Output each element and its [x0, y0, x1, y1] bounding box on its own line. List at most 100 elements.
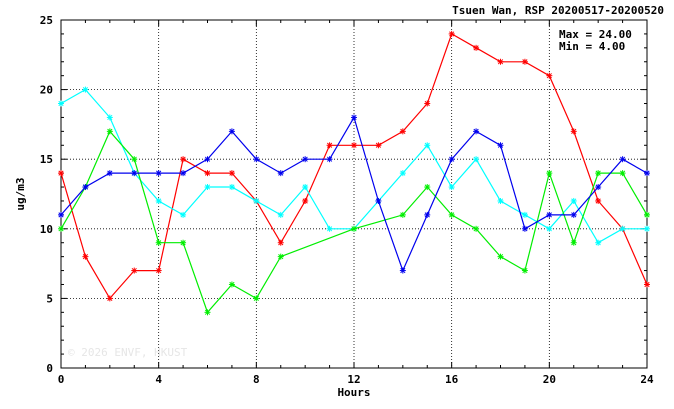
watermark: © 2026 ENVF, HKUST — [68, 346, 188, 359]
data-point — [448, 156, 455, 163]
y-tick-label: 20 — [40, 84, 53, 97]
data-point — [277, 170, 284, 177]
data-point — [521, 267, 528, 274]
data-point — [595, 239, 602, 246]
data-point — [546, 72, 553, 79]
data-point — [424, 100, 431, 107]
data-point — [448, 211, 455, 218]
data-point — [399, 267, 406, 274]
data-point — [399, 211, 406, 218]
data-point — [375, 142, 382, 149]
data-point — [595, 184, 602, 191]
x-tick-label: 4 — [155, 373, 162, 386]
data-point — [302, 184, 309, 191]
x-tick-label: 8 — [253, 373, 260, 386]
x-tick-label: 16 — [445, 373, 459, 386]
data-point — [58, 100, 64, 107]
data-point — [399, 128, 406, 135]
data-point — [131, 170, 138, 177]
data-point — [644, 225, 650, 232]
data-point — [302, 156, 309, 163]
data-point — [497, 253, 504, 260]
x-tick-label: 20 — [543, 373, 556, 386]
data-point — [570, 128, 577, 135]
data-point — [106, 128, 113, 135]
data-point — [204, 184, 211, 191]
data-point — [277, 253, 284, 260]
data-point — [497, 197, 504, 204]
data-point — [644, 170, 650, 177]
data-point — [644, 211, 650, 218]
data-point — [180, 211, 187, 218]
series-line-3 — [60, 130, 648, 314]
data-point — [351, 225, 357, 232]
data-point — [253, 295, 260, 302]
data-point — [619, 156, 626, 163]
data-point — [58, 225, 64, 232]
data-point — [521, 225, 528, 232]
data-point — [351, 142, 357, 149]
data-point — [619, 170, 626, 177]
data-point — [253, 197, 260, 204]
data-point — [570, 239, 577, 246]
data-point — [521, 58, 528, 65]
data-point — [228, 184, 235, 191]
data-point — [448, 184, 455, 191]
data-point — [497, 142, 504, 149]
data-point — [277, 211, 284, 218]
data-point — [277, 239, 284, 246]
axis-ticks: 0 4 8 12 16 20 24 0 5 10 15 20 25 — [40, 14, 654, 386]
data-point — [155, 170, 162, 177]
y-tick-label: 0 — [46, 362, 53, 375]
data-point — [546, 225, 553, 232]
data-point — [399, 170, 406, 177]
min-label: Min = 4.00 — [559, 40, 625, 53]
data-point — [82, 184, 89, 191]
data-point — [106, 114, 113, 121]
data-point — [131, 156, 138, 163]
data-point — [155, 197, 162, 204]
data-point — [155, 239, 162, 246]
y-tick-label: 5 — [46, 292, 53, 305]
chart-title: Tsuen Wan, RSP 20200517-20200520 — [452, 4, 664, 17]
y-tick-label: 10 — [40, 223, 53, 236]
data-point — [448, 30, 455, 37]
data-point — [58, 170, 64, 177]
data-point — [82, 86, 89, 93]
data-point — [424, 211, 431, 218]
data-point — [302, 197, 309, 204]
y-tick-label: 25 — [40, 14, 53, 27]
y-axis-title: ug/m3 — [14, 177, 27, 210]
x-tick-label: 0 — [58, 373, 65, 386]
data-point — [473, 128, 480, 135]
data-point — [497, 58, 504, 65]
data-point — [82, 253, 89, 260]
data-point — [351, 114, 357, 121]
x-tick-label: 12 — [347, 373, 360, 386]
data-point — [424, 142, 431, 149]
data-point — [473, 156, 480, 163]
data-point — [253, 156, 260, 163]
data-point — [595, 170, 602, 177]
x-axis-title: Hours — [337, 386, 370, 399]
data-point — [106, 295, 113, 302]
data-point — [228, 281, 235, 288]
data-point — [131, 267, 138, 274]
data-point — [106, 170, 113, 177]
x-tick-label: 24 — [640, 373, 654, 386]
data-point — [473, 44, 480, 51]
data-point — [228, 128, 235, 135]
data-point — [180, 239, 187, 246]
max-label: Max = 24.00 — [559, 28, 632, 41]
y-tick-label: 15 — [40, 153, 53, 166]
data-point — [570, 197, 577, 204]
data-point — [326, 225, 333, 232]
data-point — [180, 156, 187, 163]
data-point — [326, 156, 333, 163]
data-point — [180, 170, 187, 177]
series-group — [58, 30, 650, 316]
data-point — [546, 211, 553, 218]
data-point — [570, 211, 577, 218]
data-point — [595, 197, 602, 204]
